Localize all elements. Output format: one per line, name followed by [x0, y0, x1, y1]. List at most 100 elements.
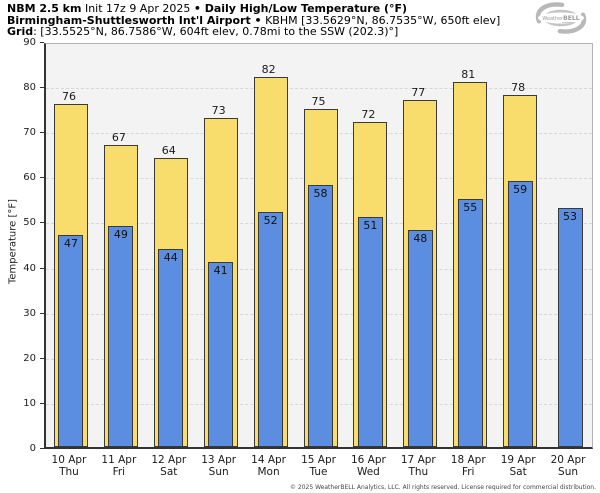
y-tick-label: 20	[23, 352, 36, 364]
title-product: • Daily High/Low Temperature (°F)	[193, 2, 408, 15]
y-tick-label: 40	[23, 262, 36, 274]
station-name: Birmingham-Shuttlesworth Int'l Airport •	[7, 13, 262, 27]
low-value-label: 51	[363, 219, 378, 232]
high-value-label: 81	[461, 68, 476, 81]
plot-area: 47 49 44 41 52 58 51 48 55 59 53	[44, 43, 593, 449]
x-label-day: Tue	[309, 466, 328, 478]
low-value-label: 47	[63, 237, 78, 250]
y-tick-mark	[40, 87, 44, 89]
y-tick-mark	[40, 312, 44, 314]
y-tick-mark	[40, 177, 44, 179]
x-label-date: 14 Apr	[251, 454, 287, 466]
x-label-day: Mon	[257, 466, 280, 478]
x-label-date: 17 Apr	[400, 454, 436, 466]
low-value-label: 49	[113, 228, 128, 241]
low-value-label: 52	[263, 214, 278, 227]
y-tick-mark	[40, 448, 44, 449]
y-tick-label: 50	[23, 217, 36, 229]
y-tick-mark	[40, 267, 44, 269]
x-label-date: 13 Apr	[201, 454, 237, 466]
high-value-label: 64	[161, 144, 176, 157]
y-tick-mark	[40, 357, 44, 359]
x-label-date: 18 Apr	[450, 454, 486, 466]
y-tick-label: 60	[23, 172, 36, 184]
chart-gridinfo: Grid: [33.5525°N, 86.7586°W, 604ft elev,…	[7, 26, 398, 38]
bar-low: 53	[557, 208, 583, 447]
x-axis-label: 20 Apr Sun	[538, 454, 598, 478]
x-label-day: Sun	[558, 466, 579, 478]
x-axis-label: 11 Apr Fri	[89, 454, 149, 478]
gridline	[46, 88, 592, 90]
bar-low: 51	[357, 217, 383, 447]
x-axis-label: 14 Apr Mon	[239, 454, 299, 478]
x-axis-label: 16 Apr Wed	[338, 454, 398, 478]
high-value-label: 77	[411, 86, 426, 99]
x-label-day: Thu	[59, 466, 79, 478]
bar-low: 49	[108, 226, 134, 447]
y-tick-mark	[40, 132, 44, 134]
y-tick-label: 70	[23, 127, 36, 139]
x-label-date: 16 Apr	[350, 454, 386, 466]
low-value-label: 59	[513, 183, 528, 196]
x-label-date: 11 Apr	[101, 454, 137, 466]
y-tick-mark	[40, 42, 44, 43]
high-value-label: 67	[111, 131, 126, 144]
high-value-label: 73	[211, 104, 226, 117]
title-model: NBM 2.5 km	[7, 2, 82, 15]
bar-low: 55	[457, 199, 483, 447]
y-tick-mark	[40, 402, 44, 404]
bar-low: 59	[507, 181, 533, 447]
low-value-label: 53	[563, 210, 578, 223]
grid-label: Grid	[7, 25, 34, 38]
x-label-date: 20 Apr	[550, 454, 586, 466]
x-label-day: Thu	[408, 466, 429, 478]
x-axis-label: 13 Apr Sun	[189, 454, 249, 478]
station-coords: KBHM [33.5629°N, 86.7535°W, 650ft elev]	[261, 13, 501, 27]
x-label-day: Sun	[208, 466, 229, 478]
bar-low: 58	[308, 185, 333, 447]
logo-text: WeatherBELL	[542, 15, 579, 22]
low-value-label: 41	[213, 264, 228, 277]
low-value-label: 48	[413, 232, 428, 245]
x-label-date: 15 Apr	[301, 454, 336, 466]
y-axis-title: Temperature [°F]	[7, 198, 19, 285]
x-axis-label: 12 Apr Sat	[139, 454, 199, 478]
x-label-day: Wed	[356, 466, 380, 478]
bar-low: 44	[158, 249, 184, 447]
weatherbell-logo: WeatherBELL	[535, 2, 587, 34]
x-label-day: Fri	[461, 466, 475, 478]
y-tick-label: 30	[23, 307, 36, 319]
x-label-day: Fri	[112, 466, 126, 478]
x-axis-label: 19 Apr Sat	[488, 454, 548, 478]
copyright-text: © 2025 WeatherBELL Analytics, LLC. All r…	[290, 484, 596, 491]
x-axis-label: 17 Apr Thu	[388, 454, 448, 478]
x-label-day: Sat	[160, 466, 178, 478]
high-value-label: 72	[361, 108, 376, 121]
chart-subtitle: Birmingham-Shuttlesworth Int'l Airport •…	[7, 13, 501, 27]
high-value-label: 78	[511, 81, 526, 94]
x-label-date: 12 Apr	[151, 454, 187, 466]
bar-low: 52	[258, 212, 284, 447]
low-value-label: 58	[313, 187, 328, 200]
x-label-date: 10 Apr	[51, 454, 87, 466]
x-axis-label: 18 Apr Fri	[438, 454, 498, 478]
bar-low: 48	[407, 230, 433, 447]
high-value-label: 75	[311, 95, 326, 108]
grid-coords: : [33.5525°N, 86.7586°W, 604ft elev, 0.7…	[33, 25, 399, 38]
bar-low: 47	[58, 235, 84, 447]
y-tick-mark	[40, 222, 44, 224]
high-value-label: 76	[61, 90, 76, 103]
low-value-label: 55	[463, 201, 478, 214]
low-value-label: 44	[163, 251, 178, 264]
title-init: Init 17z 9 Apr 2025	[81, 2, 194, 15]
bar-low: 41	[208, 262, 234, 447]
y-tick-label: 90	[23, 37, 36, 48]
x-label-day: Sat	[509, 466, 527, 478]
x-label-date: 19 Apr	[500, 454, 536, 466]
high-value-label: 82	[261, 63, 276, 76]
x-axis-label: 15 Apr Tue	[289, 454, 349, 478]
y-tick-label: 10	[23, 397, 36, 409]
x-axis-label: 10 Apr Thu	[39, 454, 99, 478]
y-tick-label: 80	[23, 82, 36, 94]
